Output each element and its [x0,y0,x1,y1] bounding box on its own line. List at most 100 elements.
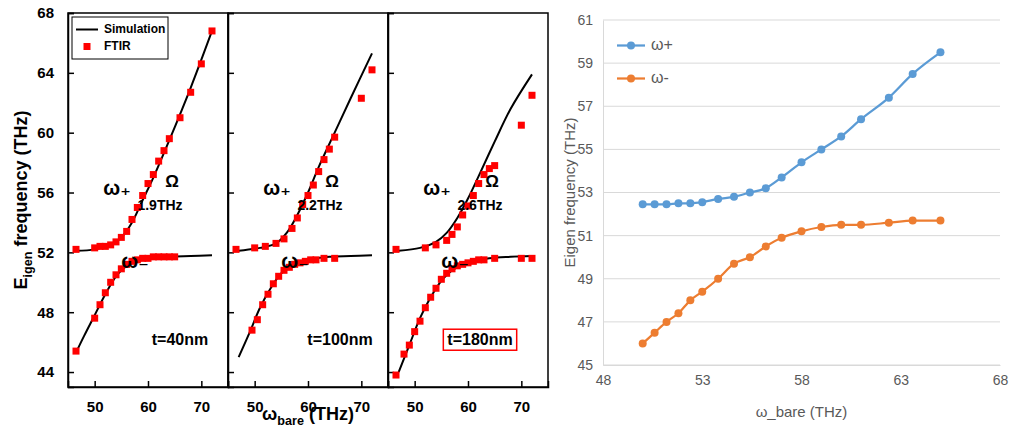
y-tick: 49 [577,271,603,287]
chart-0: 50607044485256606468Eigen frequency (THz… [11,4,229,414]
point [150,171,157,178]
point [714,275,722,283]
point [762,184,770,192]
y-axis-title: Eigen frequency (THz) [561,117,578,267]
point [91,315,98,322]
series-line [643,52,941,204]
x-tick-mark [148,381,150,387]
chart-1: 506070ωbare (THz)ω₊Ω2.2THzω₋t=100nm [228,13,389,425]
x-tick-label: 50 [407,398,424,415]
x-tick-mark [94,381,96,387]
y-tick [388,73,394,74]
y-axis-line [603,21,604,366]
x-tick-label: 63 [893,372,909,388]
x-tick: 63 [893,365,909,388]
grid-line [603,63,1000,64]
series-line [643,221,941,344]
point [698,198,706,206]
x-tick-label: 60 [460,398,477,415]
point [529,255,536,262]
grid-line [603,365,1000,366]
annotation: Ω [325,172,339,191]
point [449,231,456,238]
point [857,115,865,123]
point [663,200,671,208]
legend-box [72,17,168,59]
y-axis [388,14,394,388]
point [417,318,424,325]
y-tick-label: 45 [577,357,593,373]
point [518,122,525,129]
series-line [399,256,532,372]
legend-label: ω- [651,69,669,86]
x-axis: 50 60 70 [389,381,549,415]
x-tick: 68 [993,365,1009,388]
chart-2: 506070ω₊Ω2.6THzω₋t=180nm [388,13,549,415]
grid-line [603,20,1000,21]
y-axis: 454749515355575961 [577,12,603,373]
point [651,329,659,337]
y-axis-line [229,14,235,388]
point [118,234,125,241]
y-axis-title: Eigen frequency (THz) [11,111,36,290]
y-tick [388,133,394,134]
x-tick-label: 70 [513,398,530,415]
point [730,193,738,201]
annotation: 2.2THz [297,197,342,213]
point [698,288,706,296]
x-axis-line [604,365,1001,366]
x-tick-mark [468,381,470,387]
grid-line [603,192,1000,193]
point [331,255,338,262]
point [198,60,205,67]
point [275,273,282,280]
point [443,237,450,244]
y-tick: 57 [577,98,603,114]
x-tick: 58 [794,365,810,388]
legend-marker [627,75,635,83]
point [433,285,440,292]
point [401,351,408,358]
plot-area [639,48,945,347]
y-tick-label: 44 [37,363,54,380]
y-tick-mark [388,132,394,134]
x-tick: 50 [247,381,264,415]
y-tick-label: 51 [577,228,593,244]
point [145,180,152,187]
point [438,276,445,283]
point [406,342,413,349]
point [674,199,682,207]
point [310,182,317,189]
y-tick-mark [228,73,234,75]
x-tick: 50 [407,381,424,415]
point [102,289,109,296]
point [422,304,429,311]
point [270,280,277,287]
y-tick-mark [68,192,74,194]
y-tick-mark [228,132,234,134]
legend-label: ω+ [651,36,673,53]
point [817,145,825,153]
annotation: 1.9THz [137,197,182,213]
point [885,219,893,227]
x-tick-mark [414,381,416,387]
x-tick: 48 [596,365,612,388]
point [651,200,659,208]
point [177,114,184,121]
plot-area [393,74,536,378]
x-tick: 70 [193,381,210,415]
x-tick-mark [361,381,363,387]
point [171,253,178,260]
point [331,134,338,141]
point [313,256,320,263]
grid-line [603,149,1000,150]
point [129,216,136,223]
annotation: ω₋ [121,250,148,272]
point [686,199,694,207]
x-tick: 70 [353,381,370,415]
point [909,70,917,78]
y-tick: 45 [577,357,603,373]
legend-marker [627,42,635,50]
x-tick-label: 70 [353,398,370,415]
legend-label: FTIR [104,39,131,53]
